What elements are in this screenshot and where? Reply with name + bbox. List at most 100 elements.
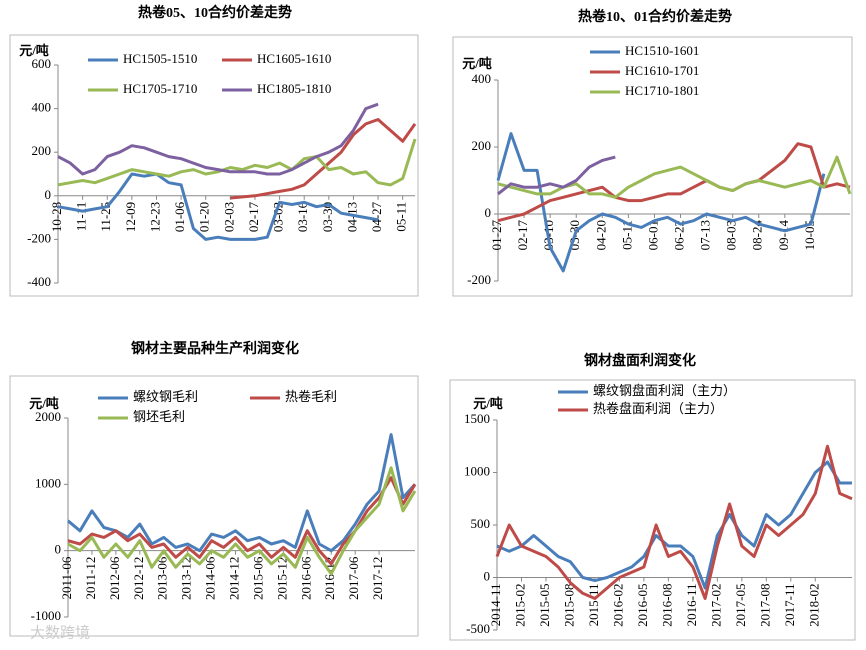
x-tick-label: 2013-06 [155, 556, 170, 600]
x-tick-label: 09-14 [776, 220, 791, 251]
x-tick-label: 2017-11 [782, 584, 797, 627]
x-tick-label: 03-16 [295, 201, 310, 232]
chart-title: 钢材主要品种生产利润变化 [131, 340, 299, 357]
series-line [230, 118, 417, 200]
x-tick-label: 2012-06 [107, 556, 122, 600]
x-tick-label: 04-27 [369, 201, 384, 232]
chart-frame [9, 375, 419, 637]
series-line [497, 155, 852, 199]
legend-label: HC1510-1601 [625, 43, 699, 58]
x-tick-label: 2015-06 [250, 556, 265, 600]
y-tick-label: -1000 [31, 608, 61, 623]
y-tick-label: 400 [32, 100, 52, 115]
x-tick-label: 12-23 [147, 202, 162, 232]
legend-label: HC1805-1810 [257, 81, 331, 96]
x-tick-label: 2013-12 [179, 557, 194, 600]
legend-label: HC1605-1610 [257, 51, 331, 66]
y-tick-label: 1000 [464, 463, 490, 478]
x-tick-label: 11-11 [74, 202, 89, 231]
legend-label: HC1710-1801 [625, 83, 699, 98]
x-tick-label: 02-17 [246, 201, 261, 232]
x-tick-label: 04-13 [344, 202, 359, 232]
x-tick-label: 12-09 [123, 202, 138, 232]
series-line [495, 444, 853, 600]
y-tick-label: 400 [472, 71, 492, 86]
x-tick-label: 10-28 [49, 202, 64, 232]
x-tick-label: 03-30 [320, 202, 335, 232]
y-tick-label: 200 [32, 143, 52, 158]
series-line [496, 460, 852, 590]
legend-label: HC1610-1701 [625, 63, 699, 78]
y-tick-label: -200 [27, 230, 51, 245]
chart-frame [9, 34, 419, 297]
x-tick-label: 2017-06 [346, 556, 361, 600]
chart-title: 热卷10、01合约价差走势 [578, 8, 732, 25]
y-tick-label: 0 [55, 542, 62, 557]
x-tick-label: 2011-12 [83, 557, 98, 600]
x-tick-label: 08-24 [750, 220, 765, 251]
x-tick-label: 2014-06 [203, 556, 218, 600]
x-tick-label: 01-20 [197, 202, 212, 232]
x-tick-label: 11-25 [98, 202, 113, 232]
legend-label: 螺纹钢毛利 [133, 389, 198, 404]
y-tick-label: 600 [32, 56, 52, 71]
x-tick-label: 08-03 [724, 220, 739, 250]
x-tick-label: 04-20 [593, 220, 608, 250]
x-tick-label: 10-05 [802, 220, 817, 250]
y-tick-label: 500 [471, 516, 491, 531]
chart-frame [452, 36, 853, 297]
y-axis-label: 元/吨 [29, 396, 59, 411]
legend-label: 钢坯毛利 [133, 409, 185, 424]
x-tick-label: 05-11 [619, 220, 634, 250]
x-tick-label: 06-01 [645, 220, 660, 250]
series-line [67, 466, 417, 576]
x-tick-label: 2014-11 [488, 584, 503, 627]
x-tick-label: 2011-06 [59, 556, 74, 599]
x-tick-label: 2012-12 [131, 557, 146, 600]
y-axis-label: 元/吨 [473, 396, 503, 411]
y-tick-label: 0 [484, 568, 491, 583]
y-tick-label: 1000 [35, 475, 61, 490]
x-tick-label: 02-03 [221, 202, 236, 232]
x-tick-label: 01-27 [489, 220, 504, 251]
x-tick-label: 2016-06 [298, 556, 313, 600]
x-tick-label: 2015-12 [274, 557, 289, 600]
x-tick-label: 02-17 [515, 220, 530, 251]
y-tick-label: -500 [466, 621, 490, 636]
series-line [57, 138, 417, 187]
x-tick-label: 2018-02 [806, 584, 821, 627]
x-tick-label: 2016-02 [610, 584, 625, 627]
x-tick-label: 2017-12 [370, 557, 385, 600]
y-tick-label: 1500 [464, 411, 490, 426]
x-tick-label: 2016-05 [635, 584, 650, 627]
x-tick-label: 2017-08 [757, 584, 772, 627]
x-tick-label: 2015-02 [512, 584, 527, 627]
y-tick-label: -200 [467, 272, 491, 287]
chart-frame [449, 379, 856, 641]
series-line [57, 172, 379, 241]
x-tick-label: 07-13 [698, 220, 713, 250]
series-line [496, 132, 826, 273]
y-tick-label: 2000 [35, 409, 61, 424]
y-axis-label: 元/吨 [19, 43, 49, 58]
x-tick-label: 06-22 [672, 220, 687, 250]
x-tick-label: 2015-05 [537, 584, 552, 627]
x-tick-label: 2014-12 [227, 557, 242, 600]
chart-title: 热卷05、10合约价差走势 [138, 4, 292, 21]
legend-label: 热卷盘面利润（主力） [593, 401, 723, 416]
series-line [497, 142, 851, 223]
x-tick-label: 2017-05 [733, 584, 748, 627]
x-tick-label: 03-02 [271, 202, 286, 232]
legend-label: 螺纹钢盘面利润（主力） [593, 383, 736, 398]
x-tick-label: 05-11 [394, 202, 409, 232]
y-tick-label: 0 [45, 187, 52, 202]
legend-label: HC1505-1510 [123, 51, 197, 66]
legend-label: HC1705-1710 [123, 81, 197, 96]
y-tick-label: 0 [485, 205, 492, 220]
series-line [57, 102, 379, 176]
y-tick-label: 200 [472, 138, 492, 153]
legend-label: 热卷毛利 [285, 389, 337, 404]
series-line [497, 155, 616, 196]
x-tick-label: 2015-11 [586, 584, 601, 627]
